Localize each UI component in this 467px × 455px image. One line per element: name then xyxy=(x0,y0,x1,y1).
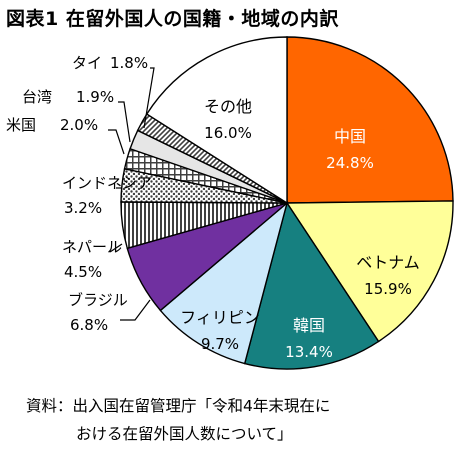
slice-value-9: 1.8% xyxy=(110,54,148,72)
source-line-1: 資料：出入国在留管理庁「令和4年末現在に xyxy=(26,397,331,415)
pie-slices xyxy=(120,36,454,370)
leader-line-7 xyxy=(108,129,125,155)
leader-line-9 xyxy=(143,67,155,129)
slice-label-0: 中国 xyxy=(334,127,366,146)
slice-label-5: ネパール xyxy=(62,238,122,256)
slice-value-7: 2.0% xyxy=(60,116,98,134)
slice-value-3: 9.7% xyxy=(201,335,239,353)
slice-label-4: ブラジル xyxy=(68,291,128,309)
leader-line-5 xyxy=(109,243,123,253)
slice-1 xyxy=(285,200,454,343)
slice-10 xyxy=(145,36,288,205)
slice-value-0: 24.8% xyxy=(326,154,374,172)
slice-value-8: 1.9% xyxy=(76,88,114,106)
slice-value-10: 16.0% xyxy=(204,124,252,142)
chart-title: 図表1 在留外国人の国籍・地域の内訳 xyxy=(6,8,339,30)
slice-2 xyxy=(243,201,380,370)
slice-label-2: 韓国 xyxy=(293,316,325,335)
source-note: 資料：出入国在留管理庁「令和4年末現在に おける在留外国人数について」 xyxy=(26,392,456,448)
slice-value-5: 4.5% xyxy=(64,263,102,281)
slice-label-1: ベトナム xyxy=(356,253,420,272)
slice-label-7: 米国 xyxy=(6,116,36,134)
slice-value-2: 13.4% xyxy=(285,343,333,361)
slice-value-6: 3.2% xyxy=(64,199,102,217)
slice-labels: 中国 24.8% ベトナム 15.9% 韓国 13.4% フィリピン 9.7% ブラジル 6.8%… xyxy=(6,54,420,361)
slice-3 xyxy=(159,201,289,365)
leader-lines xyxy=(108,67,155,321)
slice-value-4: 6.8% xyxy=(70,316,108,334)
slice-label-3: フィリピン xyxy=(180,308,260,327)
slice-0 xyxy=(286,36,454,204)
slice-label-6: インドネシア xyxy=(62,174,152,192)
slice-value-1: 15.9% xyxy=(364,280,412,298)
leader-line-4 xyxy=(120,299,151,321)
slice-label-9: タイ xyxy=(72,54,102,72)
slice-label-10: その他 xyxy=(204,97,252,116)
source-line-2: おける在留外国人数について」 xyxy=(76,425,293,443)
slice-label-8: 台湾 xyxy=(22,88,52,106)
leader-line-8 xyxy=(118,101,131,143)
